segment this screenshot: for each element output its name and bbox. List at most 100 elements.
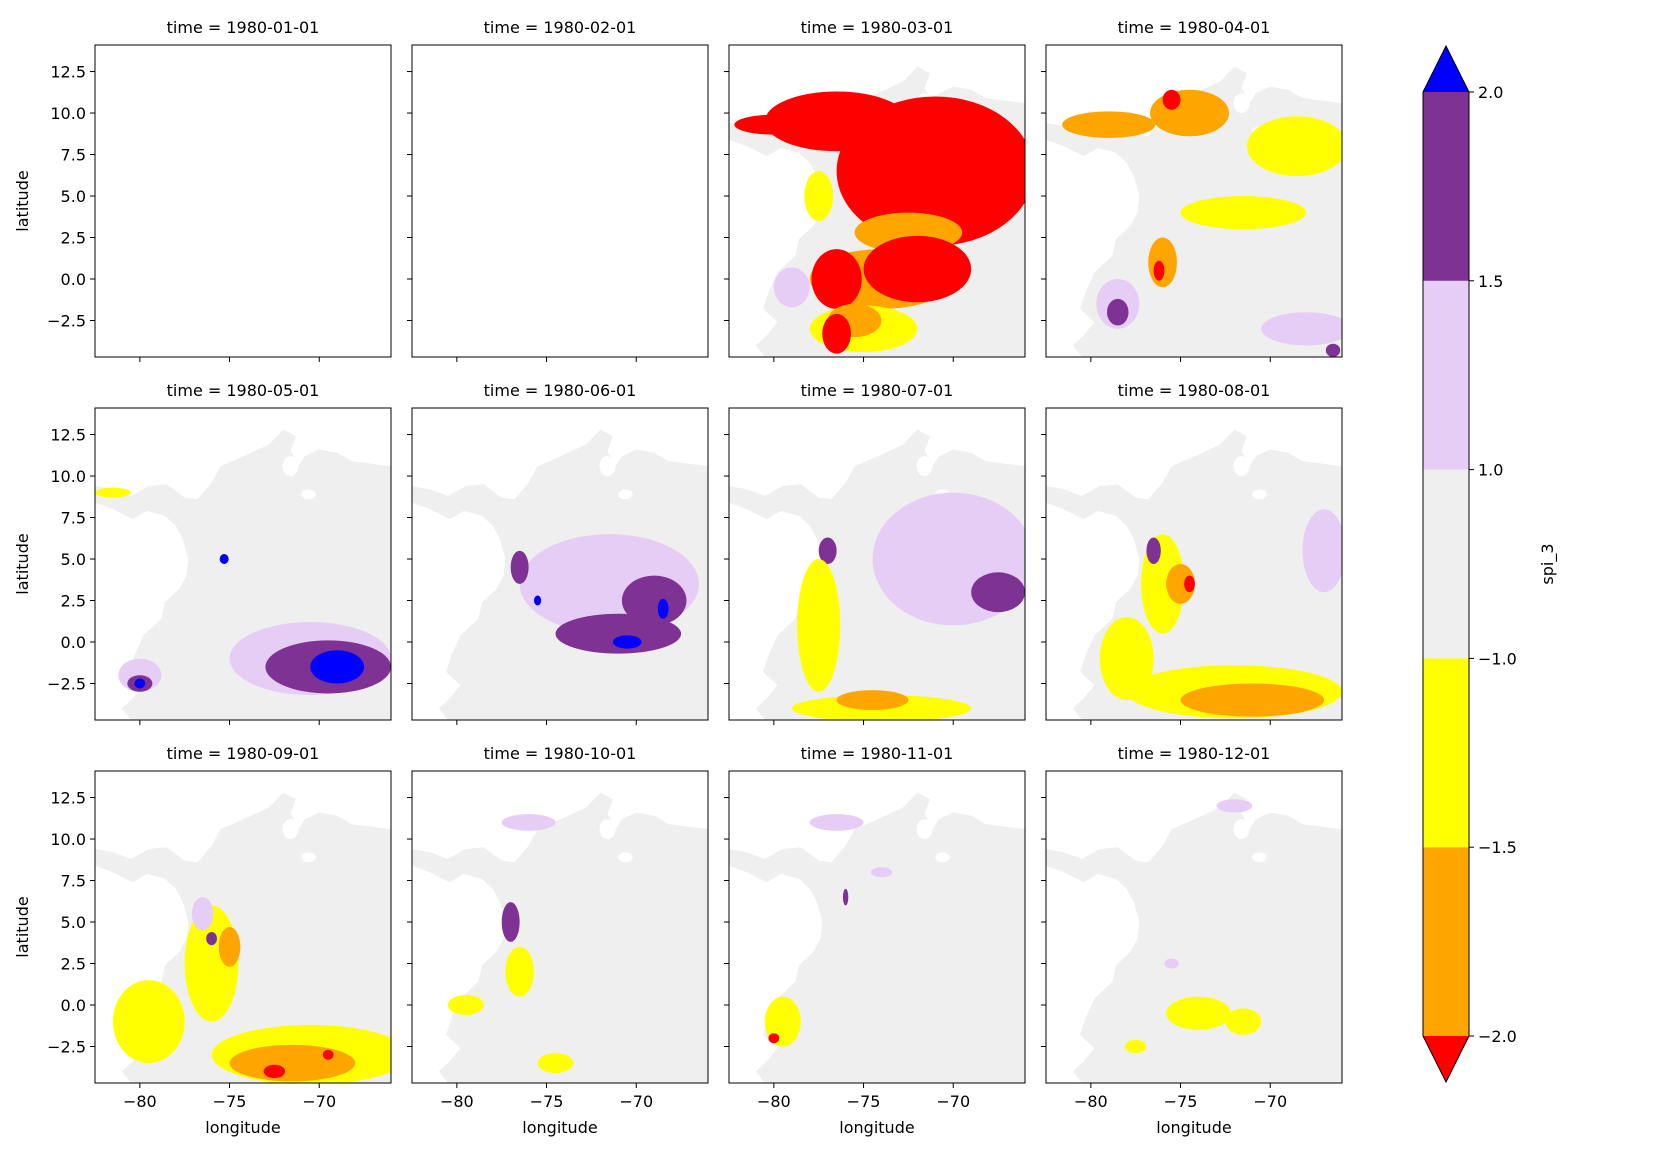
y-tick-label: 0.0	[61, 996, 86, 1015]
colorbar-tick-label: 1.0	[1478, 461, 1503, 480]
y-tick-label: 12.5	[50, 426, 86, 445]
land-mass	[729, 792, 1025, 1083]
panel-map	[1046, 66, 1342, 357]
y-tick-label: 0.0	[61, 270, 86, 289]
panel-frame	[728, 770, 1026, 1084]
spi-region	[310, 650, 365, 684]
spi-region	[621, 575, 687, 626]
spi-region	[842, 888, 849, 906]
land-mass	[1046, 792, 1342, 1083]
panel-1980-02-01: time = 1980-02-01	[407, 18, 709, 362]
y-tick-label: 12.5	[50, 789, 86, 808]
lake	[1252, 852, 1267, 863]
spi-region	[734, 114, 814, 135]
lake	[916, 819, 933, 840]
panel-1980-03-01: time = 1980-03-01	[724, 18, 1026, 362]
spi-region	[822, 313, 851, 354]
panel-title: time = 1980-01-01	[167, 18, 320, 37]
lake	[1233, 456, 1250, 477]
panel-1980-12-01: time = 1980-12-01 −80 −75 −70 longitude	[1041, 744, 1343, 1137]
spi-region	[1325, 343, 1341, 357]
facet-panels: time = 1980-01-01 −2.5 0.0 2.5 5.0 7.5 10.0 12.…	[13, 18, 1343, 1137]
lake	[599, 456, 616, 477]
colorbar-segment	[1423, 92, 1469, 281]
x-tick-label: −70	[302, 1092, 336, 1111]
colorbar-tick-label: −2.0	[1478, 1027, 1517, 1046]
panel-1980-05-01: time = 1980-05-01 −2.5 0.0 2.5 5.0 7.5 10.0 12.…	[13, 381, 392, 725]
spi-region	[1216, 799, 1253, 813]
panel-frame	[411, 44, 709, 358]
spi-region	[809, 814, 864, 831]
y-axis-label: latitude	[13, 170, 32, 231]
spi-region	[612, 635, 642, 649]
y-tick-label: 12.5	[50, 63, 86, 82]
y-tick-label: 0.0	[61, 633, 86, 652]
spi-region	[1180, 196, 1307, 230]
y-axis-label: latitude	[13, 896, 32, 957]
panel-title: time = 1980-03-01	[801, 18, 954, 37]
panel-title: time = 1980-06-01	[484, 381, 637, 400]
colorbar-segment	[1423, 280, 1469, 470]
spi-region	[818, 537, 837, 564]
spi-region	[1164, 958, 1179, 969]
land-mass	[412, 792, 708, 1083]
lake	[599, 819, 616, 840]
x-axis-label: longitude	[1156, 1118, 1231, 1137]
x-axis-label: longitude	[205, 1118, 280, 1137]
panel-frame	[728, 44, 1026, 358]
spi-region	[510, 550, 529, 584]
spi-region	[1261, 312, 1342, 346]
y-tick-label: 7.5	[61, 509, 86, 528]
spi-region	[1062, 111, 1156, 138]
spi-region	[836, 690, 909, 711]
panel-title: time = 1980-08-01	[1118, 381, 1271, 400]
panel-1980-10-01: time = 1980-10-01 −80 −75 −70 longitude	[407, 744, 709, 1137]
lake	[618, 852, 633, 863]
spi-region	[533, 595, 542, 606]
spi-region	[1225, 1008, 1262, 1035]
spi-region	[971, 572, 1025, 613]
panel-title: time = 1980-02-01	[484, 18, 637, 37]
y-tick-label: 2.5	[61, 229, 86, 248]
spi-region	[1106, 298, 1129, 326]
colorbar-tick-label: 2.0	[1478, 83, 1503, 102]
spi-region	[263, 1064, 286, 1079]
panel-frame	[411, 770, 709, 1084]
x-tick-label: −70	[936, 1092, 970, 1111]
spi-region	[657, 598, 669, 619]
spi-region	[1184, 575, 1195, 593]
y-tick-label: 5.0	[61, 913, 86, 932]
panel-1980-07-01: time = 1980-07-01	[724, 381, 1026, 725]
spi-region	[863, 235, 972, 303]
spi-region	[1246, 116, 1342, 177]
y-tick-label: 10.0	[50, 104, 86, 123]
panel-map	[95, 792, 391, 1083]
panel-map	[729, 792, 1025, 1083]
x-tick-label: −80	[1074, 1092, 1108, 1111]
colorbar-tick-label: −1.5	[1478, 838, 1517, 857]
y-tick-label: 2.5	[61, 592, 86, 611]
spi-region	[112, 980, 185, 1064]
spi-region	[811, 249, 862, 309]
lake	[935, 852, 950, 863]
y-tick-label: 5.0	[61, 187, 86, 206]
spi-region	[773, 267, 810, 308]
panel-frame	[411, 407, 709, 721]
x-tick-label: −70	[1253, 1092, 1287, 1111]
lake	[1233, 819, 1250, 840]
spi-region	[447, 995, 484, 1015]
spi-region	[1146, 537, 1161, 564]
x-tick-label: −75	[213, 1092, 247, 1111]
spi-region	[537, 1053, 574, 1074]
panel-1980-06-01: time = 1980-06-01	[407, 381, 709, 725]
panel-frame	[94, 407, 392, 721]
x-tick-label: −70	[619, 1092, 653, 1111]
spi-region	[505, 946, 534, 997]
spi-region	[501, 902, 520, 942]
colorbar-under-extension	[1423, 1036, 1469, 1082]
spi-region	[804, 171, 834, 221]
spi-region	[95, 487, 131, 498]
spi-region	[322, 1049, 334, 1060]
y-tick-label: −2.5	[47, 674, 86, 693]
panel-frame	[728, 407, 1026, 721]
